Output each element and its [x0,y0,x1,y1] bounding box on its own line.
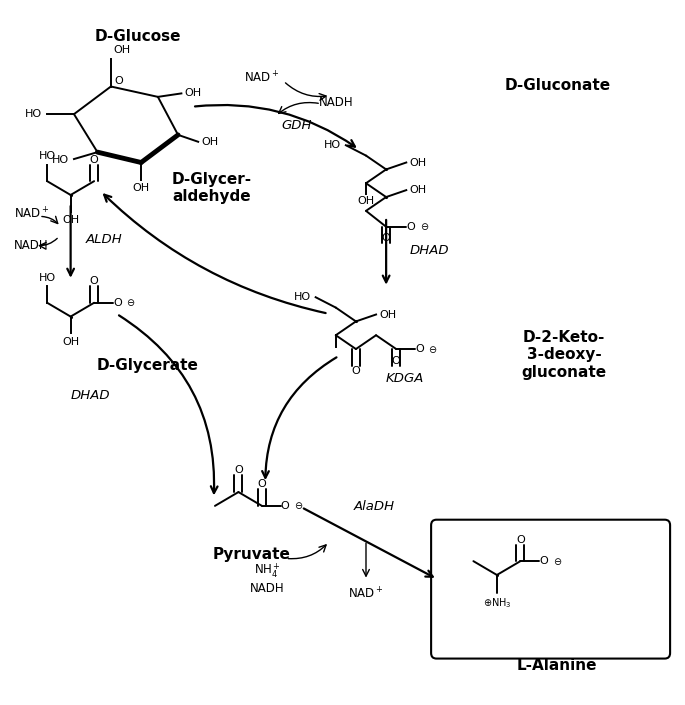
Text: D-Glycer-
aldehyde: D-Glycer- aldehyde [171,172,251,204]
Text: O: O [90,154,99,164]
Text: OH: OH [410,157,427,168]
Text: O: O [539,556,548,566]
Text: DHAD: DHAD [410,244,449,257]
Text: KDGA: KDGA [386,372,425,385]
Text: OH: OH [62,336,79,347]
Text: D-Glycerate: D-Glycerate [97,358,199,373]
Text: NAD$^+$: NAD$^+$ [348,586,384,601]
Text: OH: OH [358,197,375,207]
Text: OH: OH [113,45,130,56]
Text: $\ominus$: $\ominus$ [428,343,438,355]
Text: HO: HO [52,154,69,165]
Text: Pyruvate: Pyruvate [213,547,291,563]
Text: $\ominus$: $\ominus$ [294,501,303,511]
Text: O: O [281,501,290,511]
Text: HO: HO [294,293,311,302]
Text: $\ominus$: $\ominus$ [553,556,562,567]
Text: NAD$^+$: NAD$^+$ [14,207,49,222]
Text: O: O [406,222,415,232]
FancyBboxPatch shape [431,520,670,658]
Text: OH: OH [410,185,427,195]
Text: O: O [234,465,242,475]
Text: OH: OH [201,137,219,147]
Text: HO: HO [324,140,341,150]
Text: NADH: NADH [14,239,48,252]
Text: OH: OH [379,309,397,319]
Text: O: O [415,344,424,354]
Text: O: O [351,366,360,376]
Text: D-Gluconate: D-Gluconate [504,78,610,92]
Text: O: O [258,479,266,489]
Text: HO: HO [38,151,55,161]
Text: OH: OH [62,215,79,225]
Text: $\oplus$NH$_3$: $\oplus$NH$_3$ [483,596,511,611]
Text: $\ominus$: $\ominus$ [420,221,429,232]
Text: NH$_4^+$
NADH: NH$_4^+$ NADH [250,561,285,595]
Text: D-Glucose: D-Glucose [95,29,181,44]
Text: O: O [516,534,525,544]
Text: DHAD: DHAD [71,389,110,402]
Text: L-Alanine: L-Alanine [517,658,597,673]
Text: HO: HO [38,273,55,283]
Text: GDH: GDH [282,119,312,133]
Text: AlaDH: AlaDH [354,500,395,513]
Text: O: O [392,355,401,366]
Text: $\ominus$: $\ominus$ [126,298,136,308]
Text: D-2-Keto-
3-deoxy-
gluconate: D-2-Keto- 3-deoxy- gluconate [521,330,607,379]
Text: NAD$^+$: NAD$^+$ [244,70,279,85]
Text: O: O [113,298,122,308]
Text: ALDH: ALDH [86,233,123,245]
Text: OH: OH [185,88,202,99]
Text: O: O [90,276,99,286]
Text: O: O [382,233,390,243]
Text: OH: OH [132,183,149,193]
Text: O: O [114,76,123,86]
Text: NADH: NADH [319,96,353,109]
Text: HO: HO [25,109,42,119]
